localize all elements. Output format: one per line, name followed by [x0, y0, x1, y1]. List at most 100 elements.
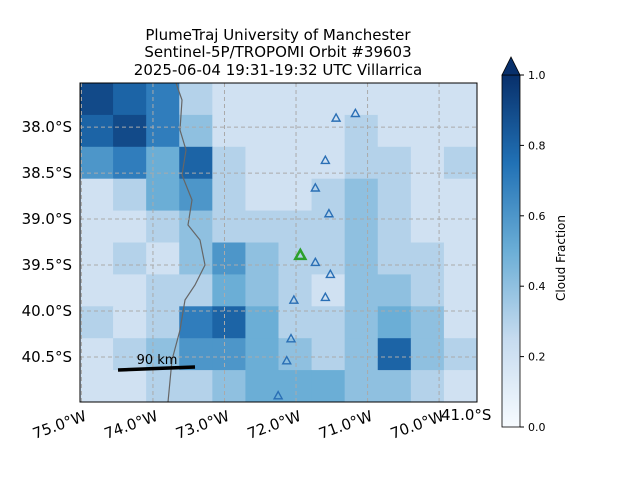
- title-line: PlumeTraj University of Manchester: [145, 26, 411, 44]
- cloud-cell: [245, 146, 279, 180]
- volcano-marker: [325, 268, 336, 279]
- cloud-cell: [245, 338, 279, 371]
- volcano-marker: [272, 390, 284, 400]
- cloud-cell: [113, 274, 147, 307]
- cloud-cell: [80, 370, 114, 402]
- cloud-cell: [146, 146, 180, 180]
- cloud-cell: [179, 146, 213, 180]
- cloud-cell: [245, 210, 279, 243]
- cloud-cell: [377, 83, 412, 116]
- volcano-marker: [285, 333, 297, 343]
- cloud-cell: [311, 306, 346, 339]
- volcano-marker: [350, 107, 361, 118]
- cloud-cell: [377, 370, 412, 402]
- cloud-cell: [344, 178, 379, 212]
- cloud-cell: [344, 146, 379, 180]
- cloud-cell: [113, 242, 147, 275]
- cloud-cell: [311, 178, 346, 212]
- cloud-cell: [245, 274, 279, 307]
- cloud-cell: [377, 338, 412, 371]
- cloud-cell: [278, 306, 313, 339]
- x-tick-label: 75.0°W: [30, 407, 89, 443]
- cloud-cell: [311, 83, 346, 116]
- cloud-cell: [179, 242, 213, 275]
- cloud-cell: [113, 83, 147, 116]
- x-tick-label: 70.0°W: [388, 407, 447, 443]
- cloud-cell: [212, 370, 246, 402]
- cloud-cell: [146, 274, 180, 307]
- y-tick-label: 38.0°S: [22, 118, 72, 136]
- cloud-cell: [344, 338, 379, 371]
- cloud-cell: [113, 178, 147, 212]
- cloud-cell: [278, 210, 313, 243]
- cloud-cell: [80, 242, 114, 275]
- volcano-marker: [310, 256, 321, 267]
- colorbar-tick-label: 1.0: [528, 69, 546, 82]
- cloud-cell: [179, 210, 213, 243]
- cloud-cell: [278, 338, 313, 371]
- cloud-cell: [278, 146, 313, 180]
- cloud-cell: [377, 178, 412, 212]
- y-tick-label: 40.5°S: [22, 348, 72, 366]
- cloud-cell: [443, 274, 477, 307]
- cloud-cell: [443, 146, 477, 180]
- cloud-cell: [80, 146, 114, 180]
- cloud-cell: [80, 83, 114, 116]
- cloud-cell: [311, 242, 346, 275]
- corner-label: 41.0°S: [441, 406, 491, 424]
- cloud-cell: [311, 370, 346, 402]
- title-line: 2025-06-04 19:31-19:32 UTC Villarrica: [134, 61, 422, 79]
- cloud-cell: [179, 83, 213, 116]
- y-tick-label: 38.5°S: [22, 164, 72, 182]
- y-tick-label: 39.0°S: [22, 210, 72, 228]
- cloud-cell: [377, 146, 412, 180]
- x-tick-label: 71.0°W: [316, 407, 375, 443]
- colorbar-tick-label: 0.4: [528, 280, 546, 293]
- cloud-cell: [278, 83, 313, 116]
- cloud-cell: [113, 114, 147, 148]
- cloud-cell: [443, 306, 477, 339]
- cloud-cell: [443, 370, 477, 402]
- cloud-cell: [212, 83, 246, 116]
- scale-bar-label: 90 km: [137, 353, 178, 368]
- cloud-cell: [179, 306, 213, 339]
- cloud-cell: [146, 306, 180, 339]
- cloud-cell: [212, 114, 246, 148]
- cloud-cell: [377, 242, 412, 275]
- cloud-cell: [80, 274, 114, 307]
- cloud-cell: [80, 178, 114, 212]
- cloud-cell: [146, 338, 180, 371]
- x-tick-label: 73.0°W: [173, 407, 232, 443]
- cloud-cell: [443, 114, 477, 148]
- cloud-cell: [245, 370, 279, 402]
- coastline: [167, 83, 206, 402]
- cloud-cell: [245, 114, 279, 148]
- cloud-cell: [344, 370, 379, 402]
- cloud-cell: [344, 242, 379, 275]
- volcano-marker: [323, 208, 335, 218]
- colorbar-tick-label: 0.6: [528, 210, 546, 223]
- x-tick-label: 74.0°W: [102, 407, 161, 443]
- cloud-cell: [146, 210, 180, 243]
- cloud-cell: [146, 370, 180, 402]
- volcano-marker: [281, 355, 292, 365]
- map-frame: [79, 82, 478, 403]
- cloud-cell: [245, 178, 279, 212]
- cloud-cell: [278, 274, 313, 307]
- cloud-cell: [113, 306, 147, 339]
- cloud-cell: [146, 242, 180, 275]
- colorbar-label: Cloud Fraction: [554, 215, 568, 301]
- cloud-cell: [113, 146, 147, 180]
- cloud-cell: [344, 274, 379, 307]
- map-area: 90 km: [80, 83, 477, 402]
- cloud-cell: [212, 274, 246, 307]
- cloud-cell: [80, 210, 114, 243]
- cloud-cell: [212, 338, 246, 371]
- volcano-marker: [320, 154, 331, 165]
- y-tick-label: 39.5°S: [22, 256, 72, 274]
- cloud-cell: [245, 83, 279, 116]
- cloud-cell: [344, 114, 379, 148]
- cloud-cell: [377, 210, 412, 243]
- cloud-cell: [212, 242, 246, 275]
